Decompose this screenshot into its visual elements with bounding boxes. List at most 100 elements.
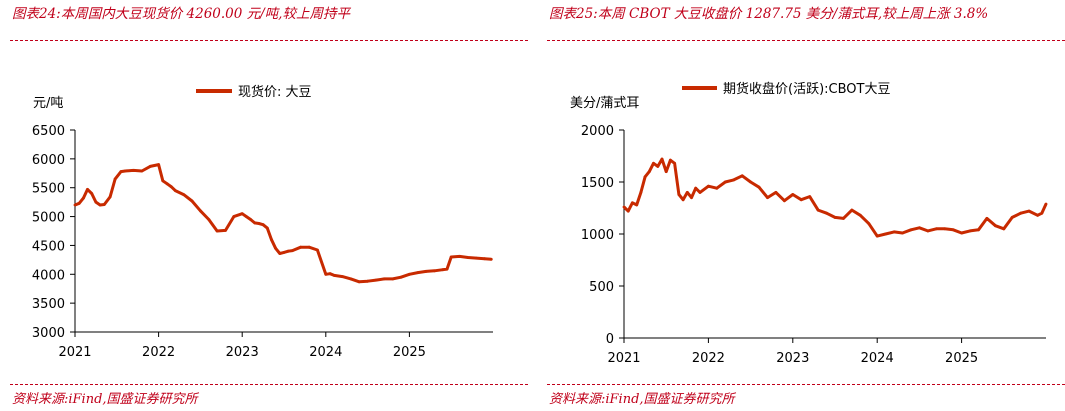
x-tick-label: 2021 xyxy=(607,351,640,366)
data-point xyxy=(707,184,710,188)
data-point xyxy=(98,203,102,207)
data-point xyxy=(173,189,177,193)
data-point xyxy=(749,180,752,184)
data-point xyxy=(994,224,997,228)
data-point xyxy=(799,198,803,202)
data-point xyxy=(985,217,989,220)
y-tick-label: 1500 xyxy=(581,176,614,191)
y-tick-label: 4500 xyxy=(32,239,65,254)
data-point xyxy=(433,269,436,273)
data-point xyxy=(783,199,786,203)
source-divider xyxy=(547,384,1065,385)
y-tick-label: 5000 xyxy=(32,211,65,226)
data-point xyxy=(257,222,261,225)
data-point xyxy=(643,175,647,179)
data-point xyxy=(240,212,244,216)
data-point xyxy=(232,215,236,219)
y-axis-unit-label: 元/吨 xyxy=(33,96,63,111)
y-tick-label: 0 xyxy=(606,332,614,347)
legend-label: 现货价: 大豆 xyxy=(238,84,312,100)
data-point xyxy=(669,158,672,162)
data-point xyxy=(328,272,332,276)
data-point xyxy=(474,256,478,260)
data-point xyxy=(165,182,169,186)
y-tick-label: 6500 xyxy=(32,124,65,139)
data-point xyxy=(698,191,702,194)
data-point xyxy=(631,201,634,205)
y-tick-label: 1000 xyxy=(581,228,614,243)
data-point xyxy=(77,201,81,205)
data-point xyxy=(73,203,77,207)
data-point xyxy=(681,198,685,202)
data-point xyxy=(341,275,344,278)
x-tick-label: 2022 xyxy=(692,351,725,366)
x-tick-label: 2022 xyxy=(142,345,175,360)
caption-divider xyxy=(547,40,1065,41)
data-point xyxy=(825,211,828,215)
data-point xyxy=(951,228,955,232)
data-point xyxy=(943,227,947,231)
y-tick-label: 5500 xyxy=(32,182,65,197)
data-point xyxy=(850,208,854,212)
data-point xyxy=(466,256,470,259)
data-point xyxy=(622,205,626,209)
x-tick-label: 2025 xyxy=(393,345,426,360)
data-point xyxy=(299,245,303,249)
y-axis-unit-label: 美分/蒲式耳 xyxy=(570,96,639,111)
data-point xyxy=(1002,227,1006,231)
spot-price-chart: 元/吨 3000 3500 4000 4500 5000 5500 6000 6500 2021 2… xyxy=(32,84,493,360)
x-tick-label: 2023 xyxy=(226,345,259,360)
data-point xyxy=(286,249,290,253)
data-point xyxy=(1044,202,1048,206)
data-point xyxy=(1010,216,1014,219)
data-point xyxy=(489,257,493,261)
data-point xyxy=(391,277,395,281)
data-point xyxy=(366,279,369,283)
data-point xyxy=(816,208,820,212)
x-tick-label: 2025 xyxy=(945,351,978,366)
x-tick-label: 2023 xyxy=(776,351,809,366)
data-point xyxy=(977,228,980,232)
data-point xyxy=(249,218,253,221)
data-point xyxy=(316,248,319,252)
data-point xyxy=(113,177,117,181)
y-tick-label: 2000 xyxy=(581,124,614,139)
data-point xyxy=(416,271,420,274)
data-point xyxy=(960,231,963,235)
data-point xyxy=(445,267,449,271)
data-point xyxy=(278,252,282,255)
data-point xyxy=(656,165,660,168)
data-point xyxy=(199,209,202,213)
data-point xyxy=(161,179,165,183)
data-point xyxy=(690,196,693,200)
data-point xyxy=(291,249,294,253)
data-point xyxy=(94,200,98,204)
data-point xyxy=(108,195,112,199)
data-point xyxy=(867,222,871,226)
data-point xyxy=(449,255,453,259)
data-point xyxy=(901,231,904,235)
data-point xyxy=(1036,213,1039,217)
data-point xyxy=(626,209,630,213)
series-line xyxy=(74,163,492,284)
y-tick-label: 6000 xyxy=(32,153,65,168)
data-point xyxy=(253,221,257,225)
data-point xyxy=(791,193,795,196)
data-point xyxy=(274,246,277,250)
data-point xyxy=(215,229,219,233)
data-point xyxy=(757,185,761,189)
data-point xyxy=(119,170,123,173)
data-point xyxy=(182,193,186,197)
source-divider xyxy=(10,384,528,385)
data-point xyxy=(926,229,930,233)
chart-source: 资料来源:iFind,国盛证券研究所 xyxy=(549,392,735,407)
data-point xyxy=(132,169,135,172)
x-tick-label: 2024 xyxy=(861,351,894,366)
legend-label: 期货收盘价(活跃):CBOT大豆 xyxy=(723,81,890,97)
data-point xyxy=(968,229,972,233)
data-point xyxy=(715,186,719,190)
data-point xyxy=(458,255,461,258)
data-point xyxy=(82,196,85,200)
y-tick-label: 4000 xyxy=(32,268,65,283)
data-point xyxy=(483,257,486,261)
